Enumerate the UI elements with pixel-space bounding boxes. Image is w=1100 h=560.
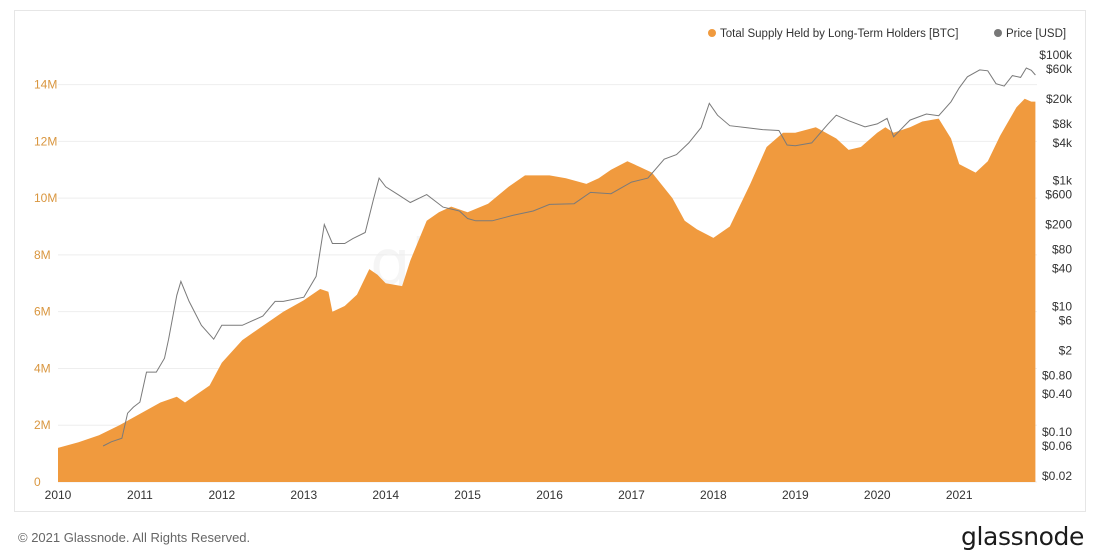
x-axis: 2010 2011 2012 2013 2014 2015 2016 2017 2018 2019… (45, 488, 973, 502)
left-tick-label: 8M (34, 248, 51, 262)
left-tick-label: 2M (34, 418, 51, 432)
right-tick-label: $80 (1052, 243, 1072, 257)
x-tick-label: 2013 (290, 488, 317, 502)
x-tick-label: 2016 (536, 488, 563, 502)
right-tick-label: $20k (1046, 92, 1073, 106)
x-tick-label: 2011 (127, 488, 153, 502)
x-tick-label: 2018 (700, 488, 727, 502)
legend-marker-price (994, 29, 1002, 37)
legend-label-lth: Total Supply Held by Long-Term Holders [… (720, 28, 958, 40)
x-tick-label: 2012 (208, 488, 235, 502)
right-tick-label: $4k (1053, 136, 1073, 150)
legend-label-price: Price [USD] (1006, 28, 1066, 40)
left-tick-label: 4M (34, 361, 51, 375)
right-tick-label: $0.06 (1042, 439, 1072, 453)
left-tick-label: 10M (34, 191, 57, 205)
glassnode-logo: glassnode (961, 522, 1084, 551)
price-line (102, 67, 1036, 447)
legend: Total Supply Held by Long-Term Holders [… (708, 28, 1066, 40)
x-tick-label: 2019 (782, 488, 809, 502)
left-tick-label: 6M (34, 305, 51, 319)
right-tick-label: $8k (1053, 117, 1073, 131)
right-tick-label: $10 (1052, 299, 1072, 313)
left-tick-label: 14M (34, 78, 57, 92)
right-tick-label: $0.80 (1042, 368, 1072, 382)
right-tick-label: $0.02 (1042, 469, 1072, 483)
x-tick-label: 2010 (45, 488, 72, 502)
legend-marker-lth (708, 29, 716, 37)
x-tick-label: 2021 (946, 488, 973, 502)
x-tick-label: 2020 (864, 488, 891, 502)
left-tick-label: 12M (34, 134, 57, 148)
x-tick-label: 2015 (454, 488, 481, 502)
left-tick-label: 0 (34, 475, 41, 489)
right-tick-label: $6 (1059, 313, 1073, 327)
right-tick-label: $100k (1039, 48, 1073, 62)
x-tick-label: 2014 (372, 488, 399, 502)
right-tick-label: $40 (1052, 262, 1072, 276)
left-axis: 0 2M 4M 6M 8M 10M 12M 14M (34, 78, 57, 489)
right-tick-label: $60k (1046, 62, 1073, 76)
copyright-text: © 2021 Glassnode. All Rights Reserved. (18, 530, 251, 545)
right-tick-label: $1k (1053, 174, 1073, 188)
right-tick-label: $200 (1045, 218, 1072, 232)
lth-supply-area (58, 98, 1036, 483)
right-tick-label: $0.40 (1042, 387, 1072, 401)
right-tick-label: $600 (1045, 188, 1072, 202)
x-tick-label: 2017 (618, 488, 645, 502)
right-axis: $100k$60k$20k$8k$4k$1k$600$200$80$40$10$… (1039, 48, 1073, 483)
right-tick-label: $2 (1059, 343, 1073, 357)
right-tick-label: $0.10 (1042, 425, 1072, 439)
